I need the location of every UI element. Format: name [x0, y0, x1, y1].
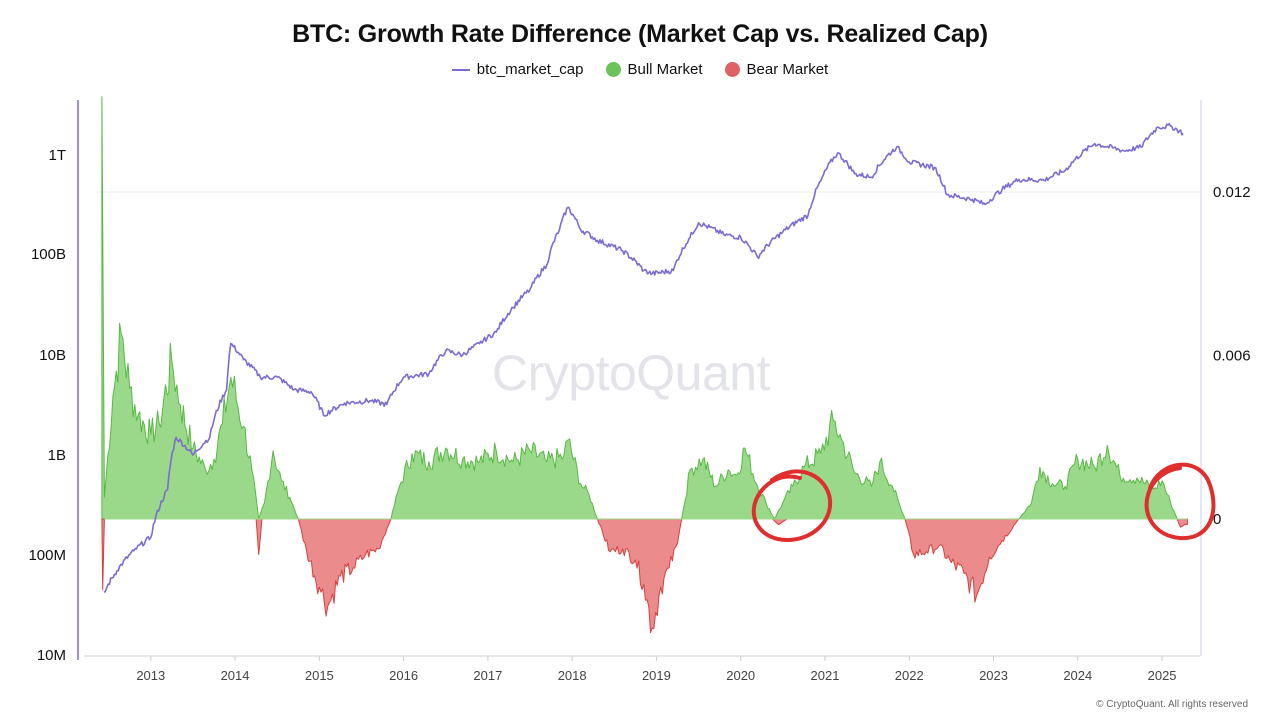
right-axis-tick-label: 0.006: [1213, 348, 1251, 365]
copyright-footer: © CryptoQuant. All rights reserved: [1096, 699, 1248, 710]
chart-title: BTC: Growth Rate Difference (Market Cap …: [292, 20, 988, 48]
x-axis-tick-label: 2025: [1148, 668, 1177, 683]
bear-market-area: [101, 518, 1188, 634]
x-axis-tick-label: 2022: [895, 668, 924, 683]
right-axis-tick-label: 0: [1213, 511, 1221, 528]
x-axis-tick-label: 2019: [642, 668, 671, 683]
left-axis-tick-label: 100M: [28, 547, 66, 564]
legend-dot-icon: [605, 62, 621, 77]
x-axis-tick-label: 2013: [136, 668, 165, 683]
legend-label-market-cap: btc_market_cap: [476, 61, 584, 78]
legend-label-bear-market: Bear Market: [746, 61, 829, 78]
axes: 1T 100B 10B 1B 100M 10M 0.012 0.006 0 2013 2014 201…: [28, 100, 1251, 683]
x-axis-tick-label: 2023: [979, 668, 1008, 683]
x-axis-tick-label: 2016: [389, 668, 418, 683]
legend-item-bull-market[interactable]: Bull Market: [605, 61, 703, 78]
x-axis-tick-label: 2014: [221, 668, 250, 683]
annotations: [751, 462, 1216, 543]
x-axis-tick-label: 2024: [1063, 668, 1092, 683]
bull-market-area: [101, 96, 1178, 520]
left-axis-tick-label: 1B: [48, 447, 66, 464]
left-axis-tick-label: 10M: [37, 647, 66, 664]
left-axis-tick-label: 10B: [39, 347, 66, 364]
legend-label-bull-market: Bull Market: [627, 61, 703, 78]
market-cap-line: [103, 122, 1184, 594]
left-axis-tick-label: 1T: [48, 147, 66, 164]
x-axis-tick-label: 2020: [726, 668, 755, 683]
x-axis-tick-label: 2017: [473, 668, 502, 683]
annotation-circle-2025: [1144, 462, 1216, 541]
x-axis-tick-label: 2018: [558, 668, 587, 683]
legend-dot-icon: [724, 62, 740, 77]
left-axis-tick-label: 100B: [31, 246, 66, 263]
watermark: CryptoQuant: [492, 345, 770, 401]
x-axis-tick-label: 2021: [811, 668, 840, 683]
right-axis-tick-label: 0.012: [1213, 184, 1251, 201]
legend-line-icon: [451, 68, 470, 71]
x-axis-tick-label: 2015: [305, 668, 334, 683]
legend-item-market-cap[interactable]: btc_market_cap: [451, 61, 584, 78]
chart-legend: btc_market_cap Bull Market Bear Market: [0, 61, 1280, 78]
annotation-circle-2020: [751, 469, 833, 543]
market-cap-line-layer: [103, 122, 1184, 594]
legend-item-bear-market[interactable]: Bear Market: [724, 61, 829, 78]
growth-areas: [101, 96, 1188, 634]
